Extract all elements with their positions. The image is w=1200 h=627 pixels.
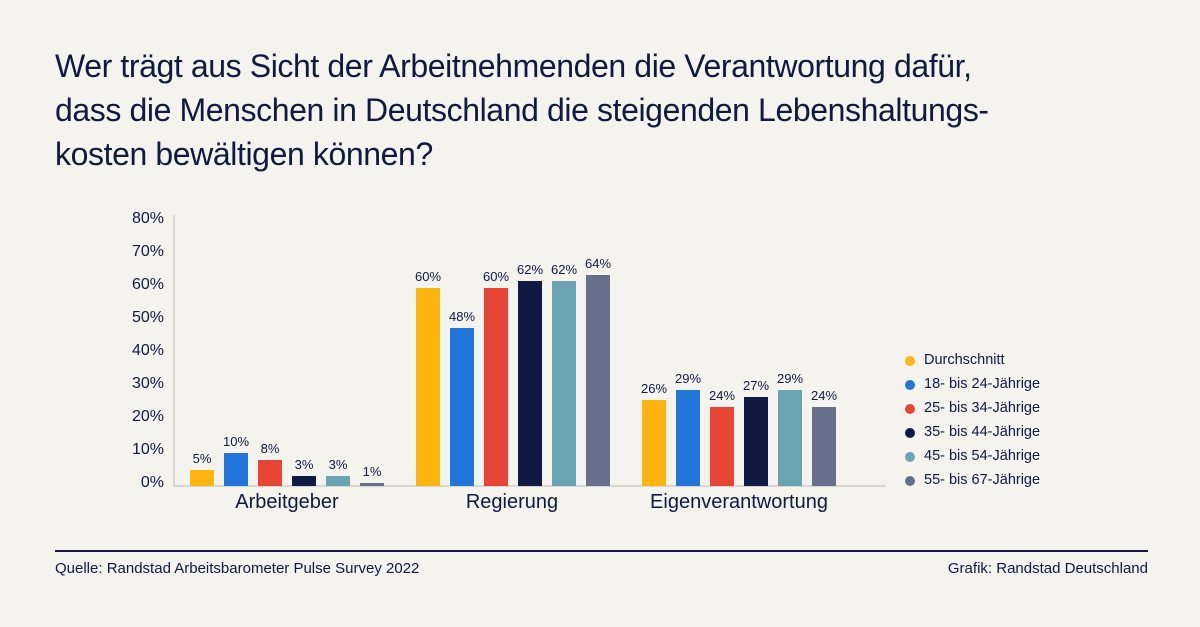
- bar-35-bis-44-j-hrige: 3%: [292, 458, 316, 486]
- bar-value-label: 24%: [708, 387, 736, 403]
- bar-55-bis-67-j-hrige: 24%: [811, 389, 837, 486]
- legend-label: 55- bis 67-Jährige: [924, 472, 1041, 488]
- y-axis-tick-label: 70%: [131, 243, 164, 260]
- bar-45-bis-54-j-hrige: 29%: [777, 372, 803, 486]
- bar-durchschnitt: 26%: [641, 382, 667, 486]
- bar-value-label: 26%: [640, 381, 668, 397]
- bar-55-bis-67-j-hrige: 64%: [585, 257, 611, 486]
- bar-18-bis-24-j-hrige: 48%: [449, 310, 475, 486]
- legend-label: Durchschnitt: [924, 352, 1005, 368]
- legend-dot-icon: [905, 355, 915, 366]
- bar-55-bis-67-j-hrige: 1%: [360, 465, 384, 486]
- bar-durchschnitt: 60%: [415, 270, 441, 486]
- bar-value-label: 62%: [516, 262, 544, 278]
- category-label-arbeitgeber: Arbeitgeber: [235, 491, 339, 513]
- bar-18-bis-24-j-hrige: 29%: [675, 372, 701, 486]
- chart-title: Wer trägt aus Sicht der Arbeitnehmenden …: [55, 44, 989, 176]
- footer-credit: Grafik: Randstad Deutschland: [947, 560, 1148, 577]
- bar-25-bis-34-j-hrige: 24%: [709, 389, 735, 486]
- bar-45-bis-54-j-hrige: 3%: [326, 458, 350, 486]
- category-label-regierung: Regierung: [465, 491, 559, 513]
- legend-label: 25- bis 34-Jährige: [924, 400, 1041, 416]
- y-axis-tick-label: 10%: [131, 441, 164, 458]
- bar-value-label: 48%: [448, 308, 476, 324]
- bar-group-regierung: 60% 48% 60% 62% 62% 64%: [415, 222, 611, 486]
- y-axis-tick-label: 30%: [131, 375, 164, 392]
- bar-value-label: 29%: [776, 371, 804, 387]
- bar-value-label: 60%: [482, 269, 510, 284]
- y-axis-tick-label: 50%: [131, 309, 164, 326]
- bar-35-bis-44-j-hrige: 62%: [517, 263, 543, 486]
- legend-item: 18- bis 24-Jährige: [905, 377, 1040, 392]
- bar-value-label: 64%: [584, 255, 612, 271]
- footer-source: Quelle: Randstad Arbeitsbarometer Pulse …: [55, 560, 420, 577]
- legend-dot-icon: [905, 427, 915, 438]
- bar-45-bis-54-j-hrige: 62%: [551, 263, 577, 486]
- legend-dot-icon: [905, 379, 915, 390]
- y-axis-line: [173, 215, 175, 487]
- legend-label: 18- bis 24-Jährige: [924, 376, 1041, 392]
- bar-value-label: 27%: [742, 377, 770, 393]
- bar-35-bis-44-j-hrige: 27%: [743, 379, 769, 486]
- y-axis-tick-label: 80%: [131, 210, 164, 227]
- bar-group-arbeitgeber: 5% 10% 8% 3% 3% 1%: [190, 222, 384, 486]
- footer-rule: [55, 550, 1148, 552]
- bar-value-label: 3%: [328, 457, 348, 473]
- bar-value-label: 8%: [260, 440, 280, 456]
- legend-item: 55- bis 67-Jährige: [905, 473, 1040, 488]
- y-axis-tick-label: 60%: [131, 276, 164, 293]
- legend-dot-icon: [905, 475, 915, 486]
- y-axis-tick-label: 40%: [131, 342, 164, 359]
- bar-value-label: 3%: [294, 457, 314, 473]
- bar-value-label: 10%: [222, 434, 250, 449]
- y-axis-tick-label: 20%: [131, 408, 164, 425]
- y-axis-tick-label: 0%: [140, 474, 164, 491]
- legend-dot-icon: [905, 451, 915, 462]
- bar-group-eigenverantwortung: 26% 29% 24% 27% 29% 24%: [641, 222, 837, 486]
- bar-value-label: 29%: [674, 371, 702, 387]
- bar-value-label: 24%: [810, 387, 838, 403]
- chart-title-line-3: kosten bewältigen können?: [55, 136, 433, 172]
- bar-25-bis-34-j-hrige: 60%: [483, 270, 509, 486]
- bar-value-label: 5%: [192, 450, 212, 466]
- bar-value-label: 60%: [414, 269, 442, 284]
- chart-title-line-2: dass die Menschen in Deutschland die ste…: [55, 92, 989, 128]
- chart-title-line-1: Wer trägt aus Sicht der Arbeitnehmenden …: [55, 48, 972, 84]
- category-label-eigenverantwortung: Eigenverantwortung: [650, 491, 828, 513]
- legend: Durchschnitt 18- bis 24-Jährige 25- bis 34…: [905, 353, 1040, 497]
- bar-value-label: 62%: [550, 262, 578, 278]
- bar-value-label: 1%: [362, 463, 382, 479]
- bar-25-bis-34-j-hrige: 8%: [258, 442, 282, 486]
- x-axis-baseline: [173, 485, 886, 487]
- legend-label: 35- bis 44-Jährige: [924, 424, 1041, 440]
- bar-durchschnitt: 5%: [190, 452, 214, 486]
- legend-item: 35- bis 44-Jährige: [905, 425, 1040, 440]
- legend-item: 25- bis 34-Jährige: [905, 401, 1040, 416]
- bar-18-bis-24-j-hrige: 10%: [223, 435, 249, 486]
- legend-dot-icon: [905, 403, 915, 414]
- legend-item: Durchschnitt: [905, 353, 1040, 368]
- legend-label: 45- bis 54-Jährige: [924, 448, 1041, 464]
- legend-item: 45- bis 54-Jährige: [905, 449, 1040, 464]
